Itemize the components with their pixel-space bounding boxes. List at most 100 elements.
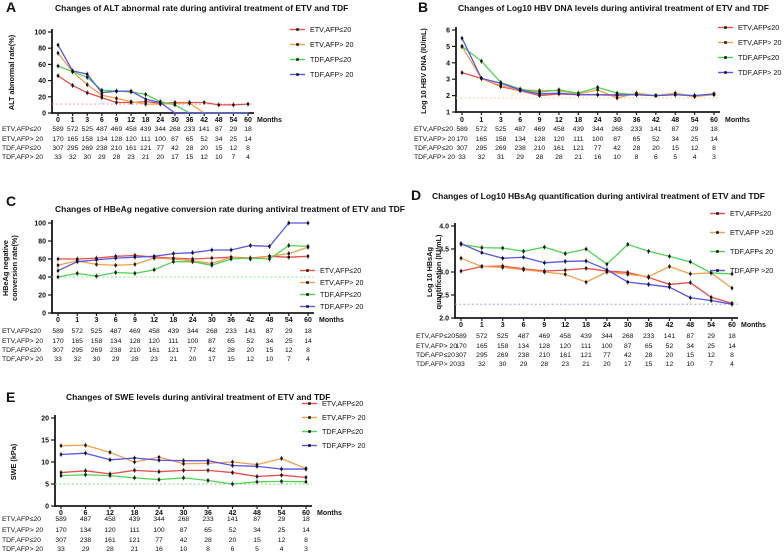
legend-label: ETV,AFP> 20 [322, 413, 365, 422]
legend-marker [306, 293, 309, 296]
data-point-marker [557, 88, 561, 92]
x-tick-label: 12 [127, 117, 135, 124]
table-cell: 12 [278, 537, 286, 544]
table-cell: 29 [278, 516, 286, 523]
data-point-marker [459, 242, 463, 245]
data-point-marker [229, 248, 233, 252]
data-point-marker [95, 274, 98, 278]
table-cell: 4 [693, 154, 697, 161]
table-cell: 42 [180, 537, 188, 544]
data-point-marker [543, 270, 546, 274]
data-point-marker [56, 264, 60, 267]
data-point-marker [108, 474, 112, 477]
legend-label: ETV,AFP> 20 [320, 278, 363, 287]
x-tick-label: 36 [633, 117, 641, 124]
data-point-marker [605, 268, 609, 271]
data-point-marker [460, 37, 464, 40]
legend-label: ETV,AFP> 20 [738, 38, 781, 47]
table-cell: 141 [227, 516, 239, 523]
table-cell: 572 [476, 333, 488, 340]
table-cell: 32 [478, 361, 486, 368]
data-point-marker [182, 462, 185, 465]
y-axis-label: Log 10 HBsAg [425, 247, 434, 297]
legend-label: TDF,AFP> 20 [320, 302, 363, 311]
y-tick-label: 20 [41, 416, 49, 423]
legend-label: TDF,AFP≤20 [310, 55, 351, 64]
table-cell: 23 [561, 361, 569, 368]
data-point-marker [114, 264, 117, 267]
series-line [57, 246, 309, 266]
table-cell: 29 [285, 328, 293, 335]
data-point-marker [188, 102, 191, 105]
data-point-marker [249, 256, 252, 260]
table-row-label: TDF,AFP> 20 [2, 546, 43, 552]
table-cell: 572 [476, 126, 488, 133]
table-cell: 18 [710, 126, 718, 133]
table-cell: 111 [141, 136, 152, 143]
table-row-label: TDF,AFP≤20 [414, 145, 453, 152]
table-cell: 15 [645, 361, 653, 368]
data-point-marker [86, 72, 89, 76]
table-row-label: TDF,AFP≤20 [416, 352, 455, 359]
table-cell: 20 [666, 352, 674, 359]
table-cell: 25 [691, 136, 699, 143]
data-point-marker [460, 45, 464, 48]
panel-title-c: Changes of HBeAg negative conversion rat… [55, 204, 405, 214]
data-point-marker [287, 244, 290, 247]
legend-marker [716, 231, 719, 234]
data-point-marker [152, 255, 156, 258]
x-tick-label: 0 [459, 322, 463, 329]
data-point-marker [538, 92, 541, 96]
table-cell: 18 [304, 328, 312, 335]
series-line [57, 44, 249, 114]
x-tick-label: 1 [71, 117, 75, 124]
data-point-marker [615, 93, 619, 96]
x-tick-label: 24 [594, 117, 602, 124]
x-tick-label: 48 [671, 117, 679, 124]
data-point-marker [596, 88, 599, 92]
table-cell: 42 [208, 347, 216, 354]
data-point-marker [71, 84, 74, 87]
table-cell: 487 [80, 516, 92, 523]
data-point-marker [129, 89, 133, 93]
y-axis-label: SWE (kPa) [9, 443, 18, 480]
data-point-marker [689, 296, 692, 299]
data-point-marker [191, 251, 194, 254]
table-cell: 100 [601, 343, 613, 350]
table-cell: 8 [635, 154, 639, 161]
y-tick-label: 3.5 [439, 247, 449, 254]
table-cell: 29 [707, 333, 715, 340]
table-cell: 458 [125, 126, 137, 133]
data-point-marker [100, 96, 104, 99]
x-tick-label: 54 [285, 317, 293, 324]
table-cell: 21 [170, 356, 178, 363]
x-tick-label: 18 [582, 322, 590, 329]
table-cell: 161 [125, 145, 137, 152]
y-tick-label: 5 [45, 482, 49, 489]
table-cell: 210 [111, 145, 123, 152]
table-cell: 87 [687, 333, 695, 340]
data-point-marker [730, 286, 734, 290]
y-tick-label: 1 [446, 110, 450, 117]
data-point-marker [56, 74, 60, 77]
data-point-marker [459, 257, 463, 260]
data-point-marker [584, 280, 588, 284]
table-cell: 17 [208, 356, 216, 363]
table-cell: 20 [652, 145, 660, 152]
table-cell: 295 [67, 145, 79, 152]
table-row-label: ETV,AFP> 20 [416, 343, 457, 350]
table-cell: 128 [111, 136, 123, 143]
table-cell: 210 [539, 352, 551, 359]
x-tick-label: 12 [561, 322, 569, 329]
data-point-marker [56, 269, 60, 272]
x-tick-label: 24 [189, 317, 197, 324]
table-cell: 134 [110, 338, 122, 345]
legend-label: ETV,AFP> 20 [310, 40, 353, 49]
data-point-marker [100, 89, 104, 92]
data-point-marker [689, 272, 692, 276]
x-tick-label: 12 [555, 117, 563, 124]
legend-marker [716, 269, 719, 272]
table-cell: 87 [671, 126, 679, 133]
x-tick-label: 54 [229, 117, 237, 124]
